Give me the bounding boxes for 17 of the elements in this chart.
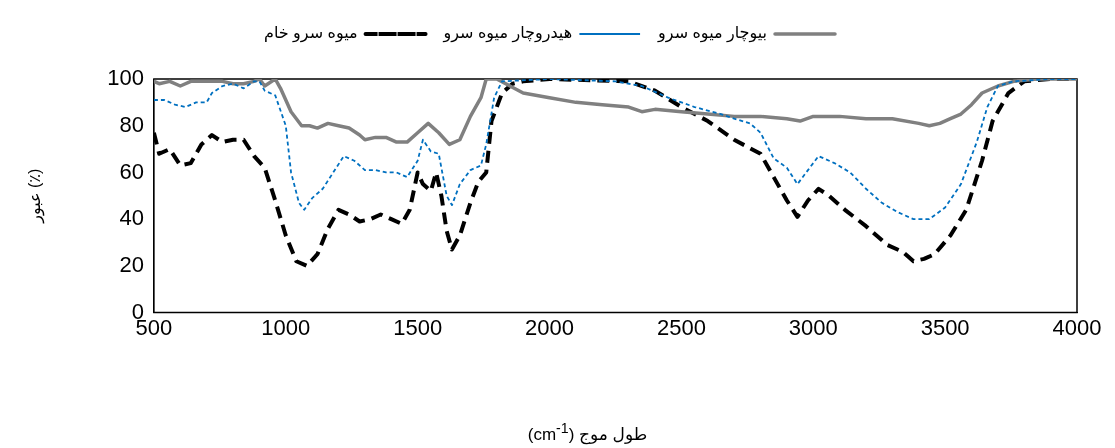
- legend-label: هیدروچار میوه سرو: [442, 24, 573, 44]
- x-tick-label: 2000: [525, 314, 574, 340]
- y-tick-label: 40: [119, 205, 144, 231]
- x-tick-label: 3000: [788, 314, 838, 340]
- y-axis-title: عبور (٪): [26, 168, 46, 224]
- line-series: [153, 79, 1077, 221]
- x-tick-label: 1500: [393, 314, 443, 340]
- y-tick-label: 100: [107, 65, 144, 91]
- legend-label: میوه سرو خام: [263, 24, 358, 44]
- x-tick-label: 2500: [656, 314, 706, 340]
- y-tick-label: 80: [119, 111, 144, 137]
- x-tick-label: 3500: [920, 314, 970, 340]
- y-tick-label: 60: [119, 158, 144, 184]
- x-tick-label: 4000: [1052, 314, 1102, 340]
- legend-label: بیوچار میوه سرو: [657, 24, 768, 44]
- x-tick-label: 1000: [261, 314, 311, 340]
- y-tick-label: 20: [119, 251, 144, 277]
